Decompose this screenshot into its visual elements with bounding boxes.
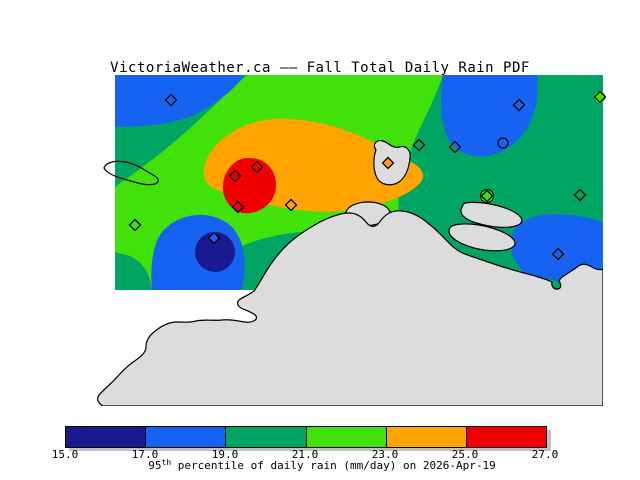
station-diamond-icon <box>207 231 221 245</box>
field-green-spot-edge <box>594 91 606 103</box>
colorbar-tick: 27.0 <box>531 448 559 461</box>
figure-title: VictoriaWeather.ca –– Fall Total Daily R… <box>110 60 530 76</box>
colorbar-tick: 21.0 <box>291 448 319 461</box>
land-island-a <box>460 201 523 228</box>
islet-outline <box>497 137 509 149</box>
station-diamond-icon <box>412 138 426 152</box>
colorbar-segment <box>466 427 547 447</box>
field-blue-topcenter <box>441 75 538 157</box>
station-diamond-icon <box>381 156 395 170</box>
field-teal-corner <box>115 253 152 290</box>
caption-base: 95 <box>148 459 162 472</box>
station-diamond-icon <box>551 247 565 261</box>
colorbar-segment <box>226 427 307 447</box>
station-diamond-icon <box>512 98 526 112</box>
station-diamond-icon <box>573 188 587 202</box>
colorbar-tick: 15.0 <box>51 448 79 461</box>
field-navy-core <box>195 232 235 272</box>
colorbar-tick: 23.0 <box>371 448 399 461</box>
colorbar-segment <box>146 427 227 447</box>
coastline-fragment-west <box>103 160 159 186</box>
station-diamond-icon <box>593 90 607 104</box>
colorbar-tick: 19.0 <box>211 448 239 461</box>
colorbar-segment <box>66 427 147 447</box>
station-diamond-icon <box>228 169 242 183</box>
land-mainland <box>97 210 603 406</box>
station-diamond-icon <box>164 93 178 107</box>
colorbar-tick: 17.0 <box>131 448 159 461</box>
colorbar-segment <box>386 427 467 447</box>
station-diamond-icon <box>480 189 494 203</box>
land-island-b <box>448 223 516 252</box>
field-blue-bottomright <box>510 214 603 281</box>
colorbar <box>65 426 547 448</box>
caption-rest: percentile of daily rain (mm/day) on 202… <box>171 459 496 472</box>
field-green-spot-island <box>480 189 494 203</box>
colorbar-segment <box>306 427 387 447</box>
station-diamond-icon <box>231 200 245 214</box>
caption-superscript: th <box>161 458 172 467</box>
land-layer <box>97 137 603 406</box>
station-diamond-icon <box>128 218 142 232</box>
station-markers <box>128 90 607 261</box>
colorbar-tick: 25.0 <box>451 448 479 461</box>
colorbar-caption: 95th percentile of daily rain (mm/day) o… <box>148 458 496 472</box>
station-diamond-icon <box>250 160 264 174</box>
station-diamond-icon <box>448 140 462 154</box>
station-diamond-icon <box>284 198 298 212</box>
field-blue-topleft <box>115 75 245 127</box>
